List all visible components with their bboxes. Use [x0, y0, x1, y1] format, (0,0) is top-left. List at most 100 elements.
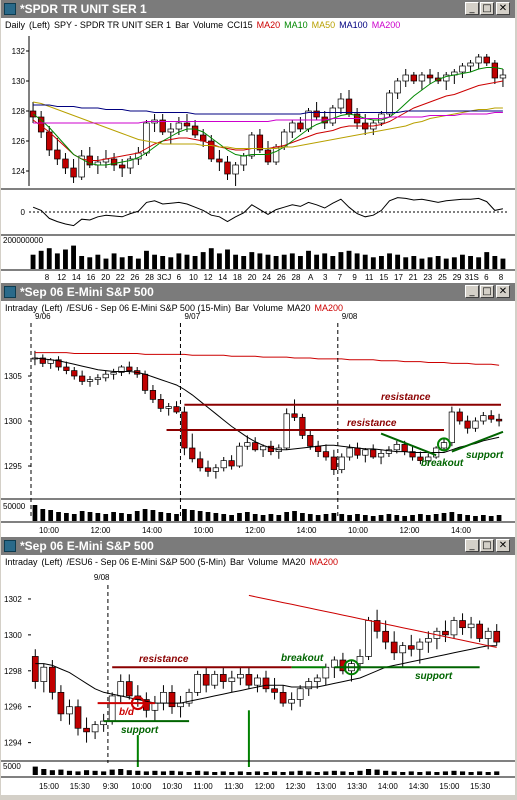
price-bar: [264, 149, 272, 163]
volume-bar: [494, 771, 500, 775]
x-tick-label: 14: [72, 273, 81, 282]
x-tick-label: 10:30: [162, 782, 183, 791]
price-bar: [448, 411, 455, 443]
y-tick-label: 130: [12, 77, 26, 86]
x-tick-label: 10: [189, 273, 198, 282]
x-tick-label: 12: [57, 273, 66, 282]
window-es-5min: *Sep 06 E-Mini S&P 500 _ □ ✕ 9/08 1302 130…: [1, 537, 515, 795]
volume-bar: [357, 770, 363, 775]
volume-bar: [216, 253, 222, 269]
chart-svg[interactable]: 9/06 9/07 9/08 1305 1300 1295 resistance resist…: [1, 301, 515, 537]
volume-bar: [331, 513, 337, 521]
price-bar: [244, 442, 251, 447]
price-bar: [74, 706, 82, 729]
price-bar: [362, 449, 369, 456]
chart-area[interactable]: 9/06 9/07 9/08 1305 1300 1295 resistance resist…: [1, 301, 515, 537]
close-button[interactable]: ✕: [496, 2, 510, 15]
volume-bar: [119, 513, 124, 521]
header-item: MA100: [339, 20, 368, 30]
close-button[interactable]: ✕: [496, 539, 510, 552]
price-bar: [346, 447, 353, 458]
maximize-button[interactable]: □: [480, 539, 494, 552]
minimize-button[interactable]: _: [465, 285, 479, 298]
ma-line-ma200: [33, 112, 503, 124]
volume-bar: [241, 256, 247, 269]
volume-bar: [158, 512, 164, 521]
title-bar[interactable]: *Sep 06 E-Mini S&P 500 _ □ ✕: [1, 283, 515, 301]
volume-bar: [79, 256, 85, 269]
price-bar: [330, 456, 337, 470]
chart-svg[interactable]: 9/08 1302 1300 1298 1296 1294 resistance breako…: [1, 555, 515, 795]
volume-bar: [362, 254, 368, 269]
volume-bar: [347, 515, 352, 521]
window-icon[interactable]: [4, 286, 16, 298]
title-bar[interactable]: *Sep 06 E-Mini S&P 500 _ □ ✕: [1, 537, 515, 555]
volume-bar: [66, 770, 73, 775]
close-button[interactable]: ✕: [496, 285, 510, 298]
volume-bar: [306, 250, 311, 269]
price-bar: [245, 674, 253, 686]
price-bar: [31, 656, 39, 682]
date-label: 9/08: [342, 312, 358, 321]
header-item: Daily: [5, 20, 26, 30]
volume-bar: [419, 258, 425, 269]
volume-bar: [71, 514, 77, 521]
header-item: Intraday: [5, 303, 38, 313]
price-bar: [393, 444, 400, 451]
volume-bar: [174, 514, 179, 521]
volume-bar: [195, 770, 201, 775]
x-tick-label: 13:30: [347, 782, 368, 791]
volume-bar: [378, 256, 384, 269]
volume-bar: [41, 769, 47, 775]
price-bar: [46, 131, 53, 151]
price-bar: [493, 630, 501, 643]
chart-area[interactable]: 132 130 128 126 124 0 200000000 8 12 14 16 20 22 26 28…: [1, 18, 515, 283]
maximize-button[interactable]: □: [480, 2, 494, 15]
header-item: Bar: [234, 303, 249, 313]
volume-bar: [374, 769, 380, 775]
price-bar: [407, 645, 415, 650]
volume-bar: [177, 771, 184, 775]
window-icon[interactable]: [4, 540, 16, 552]
y-tick-label: 1296: [4, 703, 22, 712]
volume-bar: [213, 513, 219, 521]
volume-bar: [268, 514, 274, 521]
x-tick-label: 24: [262, 273, 271, 282]
volume-bar: [315, 515, 321, 521]
x-tick-label: 25: [438, 273, 447, 282]
maximize-button[interactable]: □: [480, 285, 494, 298]
volume-bar: [142, 509, 148, 521]
price-bar: [331, 659, 338, 668]
chart-area[interactable]: 9/08 1302 1300 1298 1296 1294 resistance breako…: [1, 555, 515, 795]
x-tick-label: 31S: [465, 273, 479, 282]
price-bar: [71, 370, 78, 377]
volume-tick-label: 200000000: [3, 236, 44, 245]
minimize-button[interactable]: _: [465, 2, 479, 15]
chart-header: Intraday (Left)/ESU6 - Sep 06 E-Mini S&P …: [5, 303, 347, 313]
header-item: /ESU6 - Sep 06 E-Mini S&P 500 (5-Min): [66, 557, 226, 567]
breakout-label: breakout: [281, 653, 324, 664]
minimize-button[interactable]: _: [465, 539, 479, 552]
price-bar: [288, 699, 295, 704]
window-icon[interactable]: [4, 3, 16, 15]
price-bar: [173, 406, 180, 413]
support-label: support: [466, 450, 504, 461]
price-bar: [409, 451, 416, 458]
price-bar: [480, 415, 487, 422]
ma-line-ma100: [33, 104, 503, 115]
volume-bar: [87, 257, 93, 269]
title-bar[interactable]: *SPDR TR UNIT SER 1 _ □ ✕: [1, 0, 515, 18]
price-bar: [219, 674, 227, 682]
volume-bar: [410, 515, 415, 521]
volume-bar: [229, 772, 235, 775]
volume-bar: [229, 515, 234, 521]
price-bar: [66, 706, 73, 715]
volume-bar: [434, 772, 440, 775]
x-tick-label: 12:00: [399, 526, 420, 535]
volume-bar: [281, 254, 287, 269]
price-bar: [200, 134, 207, 142]
volume-bar: [394, 515, 400, 521]
x-tick-label: 14:00: [142, 526, 163, 535]
volume-bar: [354, 253, 360, 269]
